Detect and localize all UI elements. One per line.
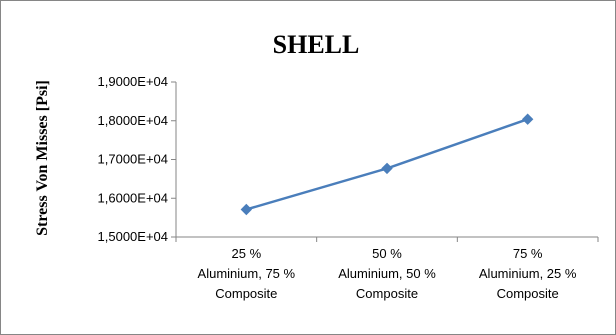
y-axis-label: Stress Von Misses [Psi] xyxy=(34,80,51,236)
data-point xyxy=(240,203,253,216)
y-tick-label: 1,8000E+04 xyxy=(98,113,168,128)
y-tick-label: 1,9000E+04 xyxy=(98,74,168,89)
chart-title: SHELL xyxy=(273,30,360,59)
y-tick-label: 1,5000E+04 xyxy=(98,229,168,244)
x-tick-label: 75 % Aluminium, 25 % Composite xyxy=(479,246,577,301)
x-tick-label: 25 % Aluminium, 75 % Composite xyxy=(198,246,296,301)
y-tick-label: 1,7000E+04 xyxy=(98,152,168,167)
data-point xyxy=(521,113,534,125)
data-point xyxy=(381,162,393,175)
y-tick-label: 1,6000E+04 xyxy=(98,190,168,205)
x-tick-label: 50 % Aluminium, 50 % Composite xyxy=(338,246,436,301)
